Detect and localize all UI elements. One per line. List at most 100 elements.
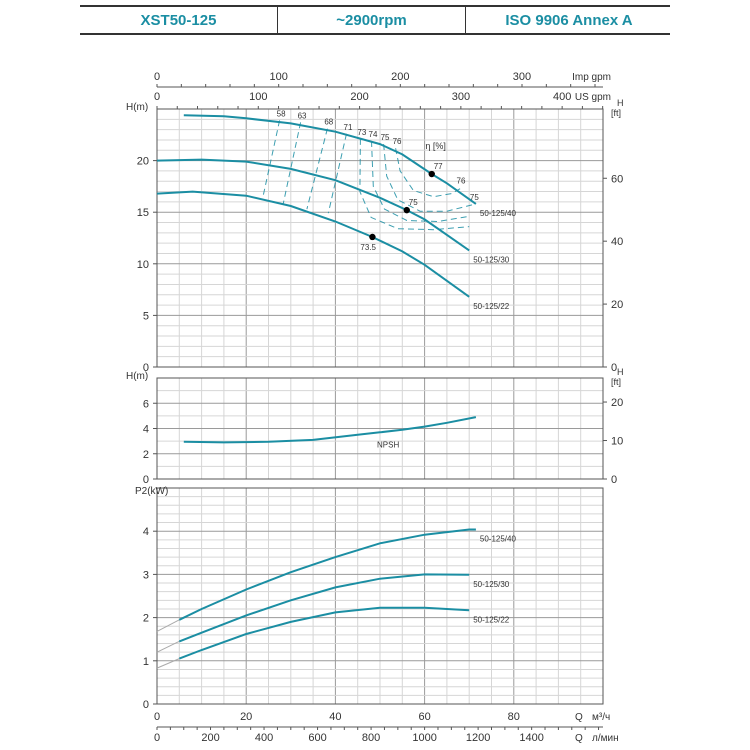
series-label: 50-125/30	[473, 255, 510, 264]
series-line-50-125-22	[178, 606, 470, 660]
series-line-50-125-30	[178, 573, 470, 643]
series-label: 50-125/22	[473, 302, 510, 311]
top-axis-tick-label: 100	[269, 71, 287, 83]
header-table: XST50-125 ~2900rpm ISO 9906 Annex A	[80, 5, 670, 35]
y-tick-label: 3	[143, 569, 149, 581]
y-tick-label: 5	[143, 310, 149, 322]
standard: ISO 9906 Annex A	[505, 11, 633, 29]
efficiency-iso-curve	[371, 140, 470, 223]
efficiency-iso-curve	[359, 138, 470, 231]
top-axis-unit: Imp gpm	[572, 72, 611, 83]
right-axis-unit: [ft]	[611, 377, 621, 387]
bottom-axis-tick-label: 1400	[519, 732, 543, 744]
efficiency-iso-curve	[261, 120, 281, 200]
efficiency-iso-curve	[383, 144, 477, 212]
series-label: NPSH	[377, 440, 399, 449]
y-axis-label: P2(kW)	[135, 486, 168, 497]
top-axis-tick-label: 300	[452, 91, 470, 103]
curve-extension	[156, 619, 180, 632]
series-line-50-125-40	[178, 528, 476, 621]
y-axis-label: H(m)	[126, 371, 148, 382]
efficiency-iso-curve	[327, 133, 347, 214]
right-tick-label: 40	[611, 236, 623, 248]
bottom-axis-symbol: Q	[575, 712, 583, 723]
bottom-axis-tick-label: 1000	[412, 732, 436, 744]
series-line-50-125-40	[183, 114, 477, 205]
bottom-axis-tick-label: 0	[154, 732, 160, 744]
y-tick-label: 2	[143, 449, 149, 461]
best-efficiency-point	[428, 170, 435, 178]
bottom-axis-tick-label: 40	[329, 711, 341, 723]
right-axis-label: H	[617, 98, 624, 108]
curve-extension	[156, 640, 180, 653]
efficiency-label: 73	[357, 128, 366, 137]
efficiency-label: 63	[298, 111, 307, 120]
top-axis-tick-label: 300	[513, 71, 531, 83]
series-line-50-125-22	[156, 190, 470, 298]
best-efficiency-point	[369, 233, 376, 241]
best-efficiency-label: 75	[409, 198, 418, 207]
bottom-axis-unit: м³/ч	[592, 712, 610, 723]
efficiency-label: 58	[277, 109, 286, 118]
bottom-axis-symbol: Q	[575, 733, 583, 744]
bottom-axis-tick-label: 600	[308, 732, 326, 744]
plot-frame	[156, 487, 604, 705]
right-axis-label: H	[617, 367, 624, 377]
curve-extension	[156, 658, 180, 669]
y-tick-label: 15	[137, 207, 149, 219]
right-tick-label: 0	[611, 362, 617, 374]
efficiency-axis-label: η [%]	[425, 141, 446, 151]
best-efficiency-label: 73.5	[360, 243, 376, 252]
efficiency-label: 76	[393, 137, 402, 146]
series-label: 50-125/40	[480, 209, 517, 218]
top-axis-tick-label: 0	[154, 71, 160, 83]
series-label: 50-125/22	[473, 615, 510, 624]
right-tick-label: 10	[611, 436, 623, 448]
bottom-axis-tick-label: 1200	[466, 732, 490, 744]
bottom-axis-tick-label: 400	[255, 732, 273, 744]
speed: ~2900rpm	[278, 7, 466, 33]
y-tick-label: 1	[143, 656, 149, 668]
bottom-axis-tick-label: 60	[418, 711, 430, 723]
efficiency-label: 71	[344, 123, 353, 132]
series-label: 50-125/40	[480, 534, 517, 543]
top-axis-tick-label: 200	[391, 71, 409, 83]
efficiency-label: 75	[470, 193, 479, 202]
efficiency-iso-curve	[282, 122, 302, 205]
y-tick-label: 0	[143, 699, 149, 711]
right-tick-label: 20	[611, 397, 623, 409]
efficiency-iso-curve	[306, 128, 328, 210]
right-axis-unit: [ft]	[611, 108, 621, 118]
series-label: 50-125/30	[473, 580, 510, 589]
y-tick-label: 20	[137, 156, 149, 168]
series-line-NPSH	[183, 416, 477, 444]
right-tick-label: 0	[611, 474, 617, 486]
best-efficiency-label: 77	[434, 162, 443, 171]
series-line-50-125-30	[156, 158, 470, 252]
y-tick-label: 0	[143, 362, 149, 374]
y-axis-label: H(m)	[126, 102, 148, 113]
efficiency-label: 75	[381, 133, 390, 142]
bottom-axis-unit: л/мин	[592, 733, 619, 744]
bottom-axis-tick-label: 200	[201, 732, 219, 744]
efficiency-label: 68	[324, 118, 333, 127]
top-axis-unit: US gpm	[575, 92, 611, 103]
model-name: XST50-125	[80, 7, 278, 33]
efficiency-label: 74	[369, 130, 378, 139]
bottom-axis-tick-label: 0	[154, 711, 160, 723]
right-tick-label: 60	[611, 173, 623, 185]
bottom-axis-tick-label: 20	[240, 711, 252, 723]
right-tick-label: 20	[611, 299, 623, 311]
efficiency-label: 76	[457, 176, 466, 185]
best-efficiency-point	[403, 206, 410, 214]
top-axis-tick-label: 200	[350, 91, 368, 103]
y-tick-label: 10	[137, 259, 149, 271]
bottom-axis-tick-label: 800	[362, 732, 380, 744]
bottom-axis-tick-label: 80	[508, 711, 520, 723]
y-tick-label: 2	[143, 613, 149, 625]
y-tick-label: 4	[143, 526, 149, 538]
y-tick-label: 0	[143, 474, 149, 486]
y-tick-label: 4	[143, 424, 149, 436]
y-tick-label: 6	[143, 398, 149, 410]
